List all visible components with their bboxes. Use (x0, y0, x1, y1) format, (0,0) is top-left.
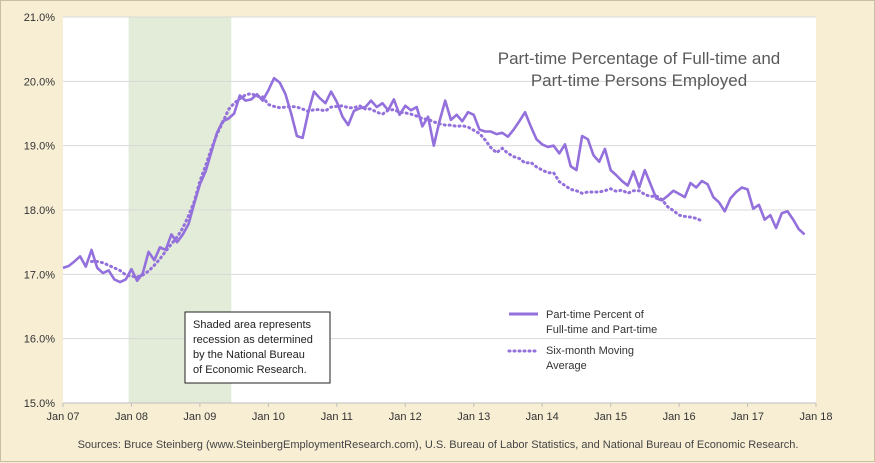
y-tick-label: 19.0% (24, 141, 55, 153)
x-tick-label: Jan 08 (115, 411, 148, 423)
annotation-line-2: recession as determined (193, 334, 313, 346)
x-tick-label: Jan 18 (799, 411, 832, 423)
legend-label-moving-average-line-1: Six-month Moving (546, 345, 634, 357)
x-axis: Jan 07 Jan 08 Jan 09 Jan 10 Jan 11 Jan 12 Jan … (46, 402, 833, 423)
y-tick-label: 18.0% (24, 205, 55, 217)
x-tick-label: Jan 14 (526, 411, 559, 423)
x-tick-label: Jan 13 (457, 411, 490, 423)
x-tick-label: Jan 16 (663, 411, 696, 423)
legend-label-part-time-line-2: Full-time and Part-time (546, 324, 657, 336)
legend: Part-time Percent of Full-time and Part-… (507, 309, 657, 372)
annotation-border (184, 311, 331, 384)
legend-label-moving-average-line-2: Average (546, 360, 587, 372)
x-tick-label: Jan 17 (731, 411, 764, 423)
y-tick-label: 20.0% (24, 76, 55, 88)
y-tick-label: 21.0% (24, 12, 55, 24)
source-note: Sources: Bruce Steinberg (www.SteinbergE… (78, 439, 799, 451)
x-tick-label: Jan 12 (389, 411, 422, 423)
series-line-part-time (62, 76, 806, 284)
x-tick-label: Jan 11 (321, 411, 353, 423)
annotation-line-3: by the National Bureau (193, 349, 305, 361)
chart-title-line-1: Part-time Percentage of Full-time and (498, 49, 781, 68)
x-tick-label: Jan 15 (594, 411, 627, 423)
x-tick-label: Jan 09 (183, 411, 216, 423)
x-tick-label: Jan 07 (46, 411, 79, 423)
x-tick-label: Jan 10 (252, 411, 285, 423)
series-line-moving-average (90, 92, 704, 279)
y-tick-label: 15.0% (24, 398, 55, 410)
y-tick-label: 16.0% (24, 334, 55, 346)
annotation-line-4: of Economic Research. (193, 364, 307, 376)
chart-title-line-2: Part-time Persons Employed (531, 71, 747, 90)
legend-label-part-time-line-1: Part-time Percent of (546, 309, 645, 321)
y-tick-label: 17.0% (24, 269, 55, 281)
y-axis: 15.0% 16.0% 17.0% 18.0% 19.0% 20.0% 21.0% (24, 12, 55, 410)
annotation-box: Shaded area represents recession as dete… (184, 311, 331, 384)
annotation-line-1: Shaded area represents (193, 319, 312, 331)
series-layer (62, 76, 806, 284)
